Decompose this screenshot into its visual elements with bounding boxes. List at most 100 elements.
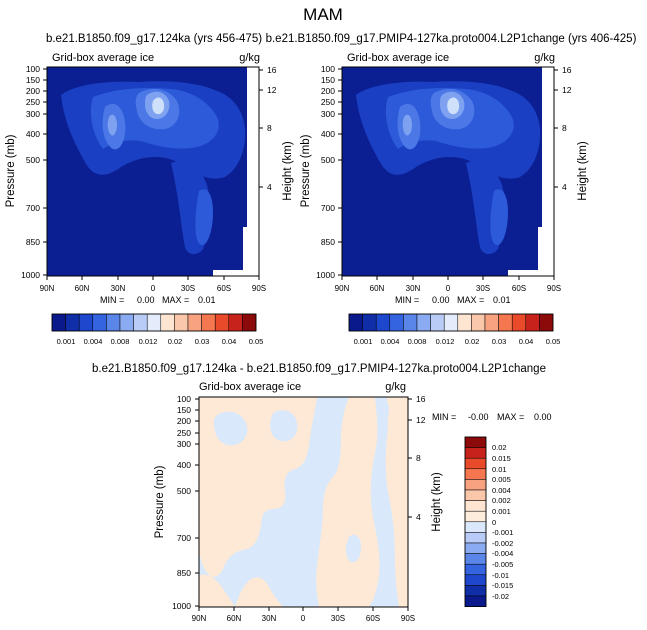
x-tick-label: 0 xyxy=(151,284,156,293)
colorbar-swatch xyxy=(464,563,487,576)
colorbar-label: -0.002 xyxy=(492,539,513,548)
contour-level-2 xyxy=(195,189,213,246)
missing-data-mask xyxy=(538,227,554,276)
y-tick-label: 500 xyxy=(321,155,335,165)
right-y-axis-right: 16 12 8 4 Height (km) xyxy=(554,65,589,201)
colorbar-frame xyxy=(464,436,487,608)
height-tick-label: 4 xyxy=(562,182,567,192)
height-tick-label: 8 xyxy=(267,123,272,133)
colorbar-swatch xyxy=(464,532,487,544)
colorbar-label: 0.012 xyxy=(436,337,455,346)
colorbar-swatch xyxy=(201,313,216,332)
colorbar-label: 0 xyxy=(492,518,496,527)
y-tick-label: 1000 xyxy=(172,601,191,611)
x-tick-label: 90N xyxy=(40,284,55,293)
colorbar-label: 0.001 xyxy=(57,337,76,346)
contour-level-4 xyxy=(107,114,117,136)
colorbar-label: 0.03 xyxy=(492,337,507,346)
colorbar-label: 0.005 xyxy=(492,475,511,484)
height-tick-label: 16 xyxy=(267,65,277,75)
difference-panel-title: b.e21.B1850.f09_g17.124ka - b.e21.B1850.… xyxy=(92,363,546,375)
contour-level-2 xyxy=(490,189,508,246)
y-tick-label: 250 xyxy=(321,97,335,107)
difference-field-plot xyxy=(198,396,409,608)
y-tick-label: 200 xyxy=(26,86,40,96)
x-tick-label: 0 xyxy=(301,614,306,623)
y-tick-label: 850 xyxy=(321,237,335,247)
difference-panel-units: g/kg xyxy=(385,381,406,393)
height-tick-label: 4 xyxy=(267,182,272,192)
min-value: -0.00 xyxy=(468,412,489,422)
contour-level-4 xyxy=(402,114,412,136)
right-y-axis: 100 150 200 250 300 400 500 700 850 1000… xyxy=(300,64,342,280)
y-axis-label: Pressure (mb) xyxy=(154,465,166,538)
colorbar-label: 0.001 xyxy=(492,507,511,516)
left-y-axis-right: 16 12 8 4 Height (km) xyxy=(259,65,294,201)
colorbar-swatch xyxy=(160,313,175,332)
max-value: 0.01 xyxy=(493,295,511,305)
negative-patch xyxy=(346,534,361,563)
colorbar-swatch xyxy=(464,521,487,533)
y-tick-label: 250 xyxy=(177,428,191,438)
colorbar-label: 0.001 xyxy=(354,337,373,346)
x-tick-label: 60S xyxy=(366,614,380,623)
y-tick-label: 100 xyxy=(177,394,191,404)
colorbar-label: 0.004 xyxy=(84,337,103,346)
colorbar-swatch xyxy=(416,313,431,332)
y-tick-label: 500 xyxy=(177,486,191,496)
missing-data-mask xyxy=(542,67,554,276)
negative-patch xyxy=(377,398,389,424)
difference-panel-subtitle: Grid-box average ice xyxy=(199,381,301,393)
colorbar-label: 0.05 xyxy=(249,337,264,346)
colorbar-swatch xyxy=(464,585,487,597)
y-tick-label: 250 xyxy=(26,97,40,107)
y-tick-label: 100 xyxy=(321,64,335,74)
min-label: MIN = xyxy=(395,295,419,305)
colorbar-swatch xyxy=(464,542,487,554)
colorbar-swatch xyxy=(464,436,487,448)
height-tick-label: 4 xyxy=(416,512,421,522)
colorbar-swatch xyxy=(539,313,554,332)
colorbar-swatch xyxy=(464,574,487,586)
height-tick-label: 8 xyxy=(416,453,421,463)
x-tick-label: 90S xyxy=(547,284,561,293)
colorbar-label: -0.015 xyxy=(492,581,513,590)
x-tick-label: 60N xyxy=(370,284,385,293)
difference-x-axis: 90N 60N 30N 0 30S 60S 90S xyxy=(192,607,415,623)
colorbar-swatch xyxy=(348,313,363,332)
colorbar-label: 0.004 xyxy=(492,486,511,495)
colorbar-label: 0.04 xyxy=(222,337,237,346)
colorbar-label: 0.02 xyxy=(168,337,183,346)
colorbar-label: 0.012 xyxy=(139,337,158,346)
colorbar-swatch xyxy=(464,468,487,480)
colorbar-swatch xyxy=(443,313,459,332)
x-tick-label: 60N xyxy=(227,614,242,623)
colorbar-label: 0.02 xyxy=(492,443,507,452)
colorbar-frame xyxy=(348,313,554,332)
colorbar-swatch xyxy=(464,447,487,459)
colorbar-swatch xyxy=(464,457,487,470)
colorbar-swatch xyxy=(119,313,134,332)
max-label: MAX = xyxy=(497,412,524,422)
x-tick-label: 90N xyxy=(335,284,350,293)
left-panel-title: b.e21.B1850.f09_g17.124ka (yrs 456-475) xyxy=(46,33,262,45)
colorbar-swatch xyxy=(464,595,487,607)
colorbar-frame xyxy=(51,313,257,332)
colorbar-label: 0.015 xyxy=(492,454,511,463)
y-tick-label: 200 xyxy=(177,416,191,426)
difference-y-axis-right: 16 12 8 4 Height (km) xyxy=(408,394,443,532)
page-title: MAM xyxy=(303,5,343,24)
x-tick-label: 90S xyxy=(401,614,415,623)
colorbar-label: 0.008 xyxy=(408,337,427,346)
y-axis-label: Pressure (mb) xyxy=(300,134,312,207)
colorbar-swatch xyxy=(511,313,527,332)
x-tick-label: 60S xyxy=(217,284,231,293)
colorbar-swatch xyxy=(484,313,499,332)
y-tick-label: 700 xyxy=(26,203,40,213)
height-axis-label: Height (km) xyxy=(577,141,589,201)
colorbar-swatch xyxy=(430,313,445,332)
colorbar-swatch xyxy=(464,479,487,491)
colorbar-label: 0.002 xyxy=(492,496,511,505)
right-panel-units: g/kg xyxy=(534,52,555,64)
y-tick-label: 150 xyxy=(177,405,191,415)
